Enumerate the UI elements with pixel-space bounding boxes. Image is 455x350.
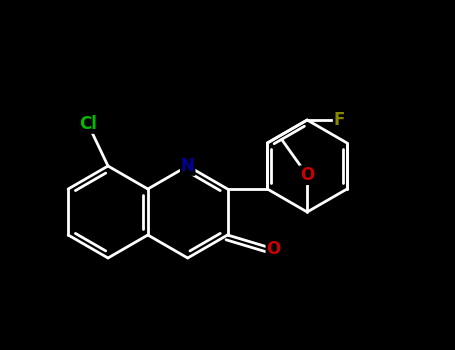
Text: O: O	[300, 166, 314, 184]
Text: N: N	[181, 157, 195, 175]
Text: Cl: Cl	[79, 115, 97, 133]
Text: O: O	[266, 240, 281, 258]
Text: F: F	[334, 111, 345, 129]
